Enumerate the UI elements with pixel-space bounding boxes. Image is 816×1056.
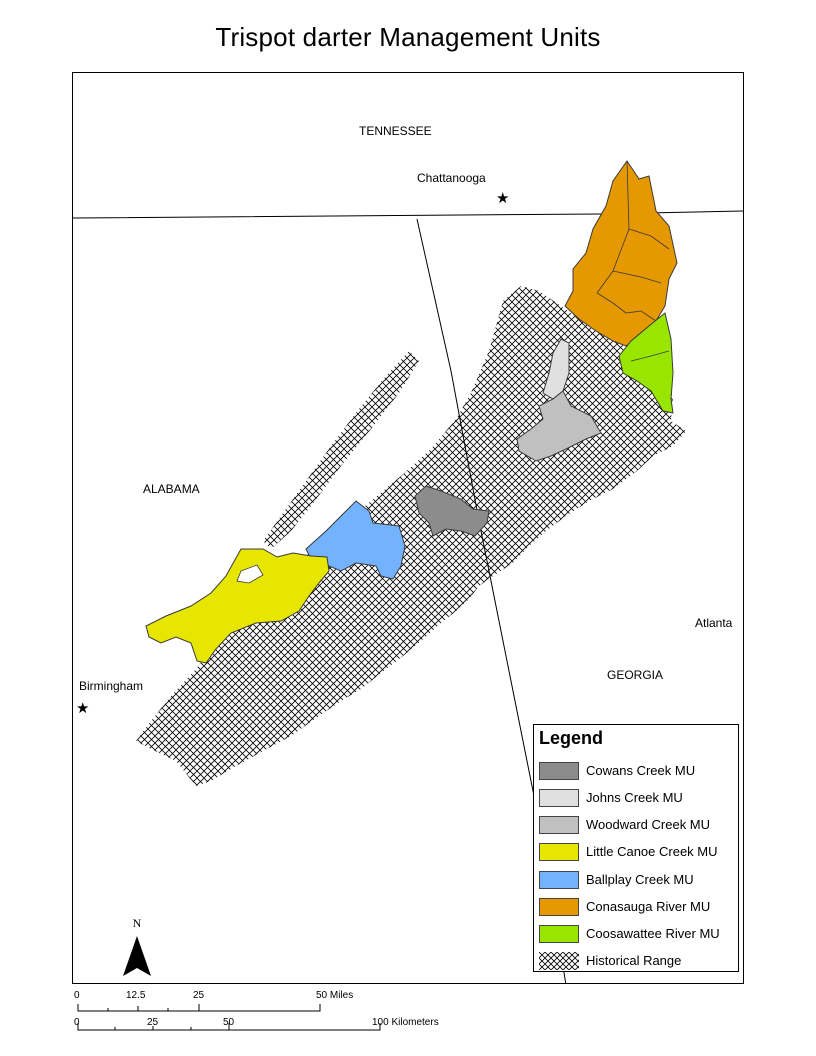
chattanooga-star-icon: ★ [496, 190, 510, 207]
legend-label-johns-creek: Johns Creek MU [586, 790, 683, 805]
legend-item-johns-creek: Johns Creek MU [539, 787, 739, 809]
legend-label-conasauga-river: Conasauga River MU [586, 899, 711, 914]
conasauga-subbasin-lines [596, 160, 670, 322]
city-label-chattanooga: Chattanooga [417, 171, 486, 185]
scale-km-50: 50 [223, 1017, 235, 1028]
scale-miles-50: 50 Miles [316, 990, 354, 1001]
birmingham-star-icon: ★ [76, 700, 90, 717]
cowans-creek-mu[interactable] [414, 485, 490, 537]
legend-label-coosawattee-river: Coosawattee River MU [586, 926, 720, 941]
legend-item-ballplay-creek: Ballplay Creek MU [539, 869, 739, 891]
scale-km-25: 25 [147, 1017, 159, 1028]
legend-swatch-ballplay-creek [539, 871, 579, 889]
legend-item-conasauga-river: Conasauga River MU [539, 896, 739, 918]
scale-miles-25: 25 [193, 990, 205, 1001]
scale-km-0: 0 [74, 1017, 80, 1028]
ballplay-creek-mu[interactable] [305, 500, 406, 580]
scale-miles-0: 0 [74, 990, 80, 1001]
scale-bar-lines [77, 1004, 381, 1031]
map-title: Trispot darter Management Units [215, 22, 601, 52]
scale-km-100: 100 Kilometers [372, 1017, 439, 1028]
legend-swatch-historical-range [539, 952, 579, 970]
tennessee-border [73, 210, 743, 219]
historical-range-strip [263, 351, 419, 549]
legend-swatch-cowans-creek [539, 762, 579, 780]
legend-item-little-canoe-creek: Little Canoe Creek MU [539, 841, 739, 863]
legend-item-historical-range: Historical Range [539, 950, 739, 972]
city-label-birmingham: Birmingham [79, 679, 144, 693]
legend-swatch-conasauga-river [539, 898, 579, 916]
map-frame[interactable] [72, 72, 744, 984]
legend-label-ballplay-creek: Ballplay Creek MU [586, 872, 694, 887]
legend-swatch-johns-creek [539, 789, 579, 807]
north-arrow: N [118, 916, 156, 980]
state-label-georgia: GEORGIA [607, 668, 664, 682]
north-arrow-icon [123, 936, 151, 976]
little-canoe-creek-mu[interactable] [145, 548, 330, 664]
state-label-tennessee: TENNESSEE [359, 124, 432, 138]
legend-swatch-little-canoe-creek [539, 843, 579, 861]
city-label-atlanta: Atlanta [695, 616, 733, 630]
coosawattee-subbasin-line [630, 350, 670, 362]
little-canoe-creek-hole [236, 564, 264, 584]
conasauga-river-mu[interactable] [564, 160, 678, 347]
north-label: N [132, 916, 142, 930]
scale-miles-12-5: 12.5 [126, 990, 146, 1001]
legend: Legend Cowans Creek MU Johns Creek MU Wo… [533, 724, 739, 972]
map-canvas [73, 160, 743, 983]
legend-label-little-canoe-creek: Little Canoe Creek MU [586, 844, 718, 859]
state-label-alabama: ALABAMA [143, 482, 200, 496]
coosawattee-river-mu[interactable] [618, 312, 674, 414]
legend-swatch-woodward-creek [539, 816, 579, 834]
legend-title: Legend [539, 728, 604, 748]
legend-item-cowans-creek: Cowans Creek MU [539, 760, 739, 782]
scale-bar: 0 12.5 25 50 Miles 0 25 50 100 Kilometer… [0, 984, 816, 1056]
legend-label-cowans-creek: Cowans Creek MU [586, 763, 696, 778]
legend-item-coosawattee-river: Coosawattee River MU [539, 923, 739, 945]
legend-label-historical-range: Historical Range [586, 953, 682, 968]
legend-swatch-coosawattee-river [539, 925, 579, 943]
woodward-creek-mu[interactable] [516, 390, 602, 462]
legend-item-woodward-creek: Woodward Creek MU [539, 814, 739, 836]
legend-label-woodward-creek: Woodward Creek MU [586, 817, 711, 832]
